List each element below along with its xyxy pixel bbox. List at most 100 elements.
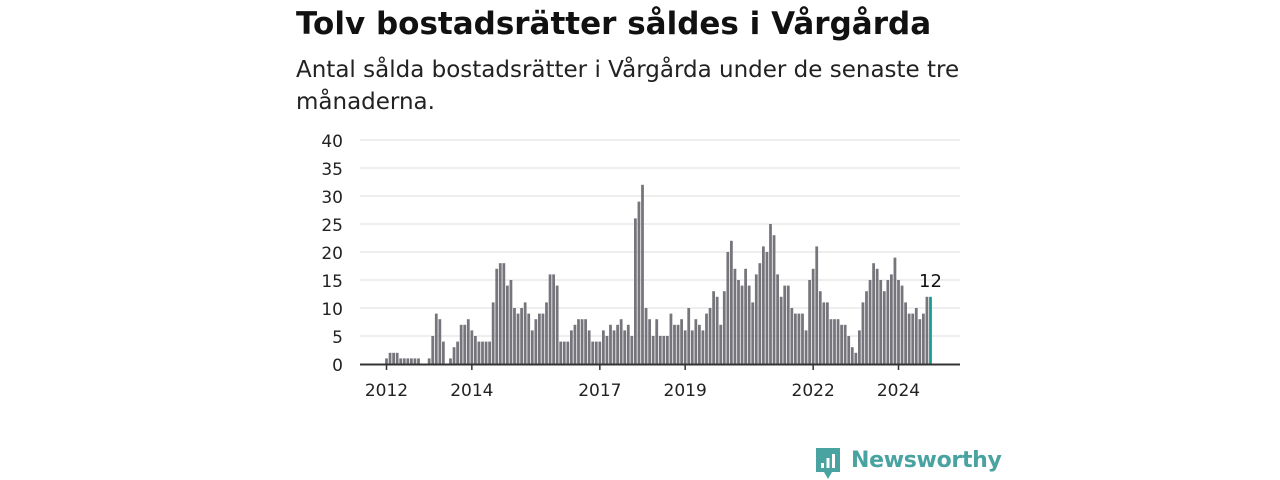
bar (587, 330, 591, 364)
bar (843, 324, 847, 364)
bar (730, 240, 733, 364)
bar (801, 313, 804, 364)
bar (854, 352, 858, 364)
bar (836, 319, 840, 364)
bar (570, 330, 573, 364)
bar (602, 330, 605, 364)
bar (680, 319, 683, 364)
bar (890, 274, 893, 364)
x-tick-label: 2024 (877, 381, 920, 401)
y-tick-label: 5 (332, 328, 343, 348)
chart-title: Tolv bostadsrätter såldes i Vårgårda (296, 6, 932, 42)
annotations: 12 (919, 271, 942, 292)
bar (491, 302, 495, 364)
bar (687, 308, 691, 364)
bar (783, 285, 787, 364)
bar (676, 324, 680, 364)
bar (559, 341, 563, 364)
bar (449, 358, 452, 364)
bar (850, 347, 854, 364)
bar (769, 224, 772, 364)
bar (612, 330, 616, 364)
bar (776, 274, 779, 364)
bar (868, 280, 872, 364)
bar (634, 218, 637, 364)
bar (922, 313, 925, 364)
bar (925, 296, 929, 364)
bar (616, 324, 619, 364)
bar (904, 302, 907, 364)
bar (523, 302, 527, 364)
bar (754, 274, 758, 364)
bar (822, 302, 826, 364)
bar (882, 291, 886, 364)
bar (715, 296, 719, 364)
bar (623, 330, 627, 364)
bar (705, 313, 708, 364)
bar (811, 268, 815, 364)
bar (431, 336, 435, 364)
bar (474, 336, 477, 364)
bar (488, 341, 491, 364)
bar (388, 352, 392, 364)
bar (747, 285, 751, 364)
bar (530, 330, 534, 364)
chart-subtitle: Antal sålda bostadsrätter i Vårgårda und… (296, 57, 960, 115)
bar (779, 296, 783, 364)
bar (708, 308, 712, 364)
bar (669, 313, 673, 364)
bar (506, 285, 509, 364)
bar (626, 324, 630, 364)
bars (385, 184, 932, 364)
bar (548, 274, 552, 364)
y-tick-label: 15 (321, 272, 343, 292)
bar (456, 341, 459, 364)
bar (577, 319, 580, 364)
bar (648, 319, 651, 364)
bar (847, 336, 851, 364)
bar (733, 268, 737, 364)
bar (861, 302, 865, 364)
bar (666, 336, 669, 364)
bar (658, 336, 662, 364)
bar (726, 252, 730, 364)
bar (637, 201, 641, 364)
bar (609, 324, 612, 364)
x-axis: 2012 2014 2017 2019 2022 2024 (360, 363, 960, 401)
bar (840, 324, 843, 364)
bar (538, 313, 541, 364)
bar (751, 302, 755, 364)
bar (591, 341, 595, 364)
bar (442, 341, 445, 364)
bar (694, 319, 698, 364)
bar (463, 324, 467, 364)
bar (598, 341, 602, 364)
y-tick-label: 40 (321, 132, 343, 152)
bar (929, 296, 932, 364)
bar (541, 313, 545, 364)
bar (452, 347, 456, 364)
y-tick-label: 10 (321, 300, 343, 320)
y-tick-label: 0 (332, 356, 343, 376)
brand-logo: Newsworthy (814, 446, 1002, 480)
bar (826, 302, 829, 364)
bar (911, 313, 915, 364)
bar (630, 336, 634, 364)
bar (872, 263, 875, 364)
bar (481, 341, 484, 364)
bar (829, 319, 833, 364)
bar (502, 263, 506, 364)
bar (573, 324, 577, 364)
bar (722, 291, 726, 364)
x-tick-label: 2014 (450, 381, 493, 401)
bar (555, 285, 559, 364)
bar (395, 352, 399, 364)
bar (740, 285, 744, 364)
brand-name: Newsworthy (851, 448, 1002, 473)
y-axis: 0 5 10 15 20 25 30 35 40 (321, 132, 343, 376)
last-value-label: 12 (919, 271, 942, 292)
bar (865, 291, 868, 364)
bar (413, 358, 417, 364)
bar (690, 330, 694, 364)
x-tick-label: 2019 (664, 381, 707, 401)
